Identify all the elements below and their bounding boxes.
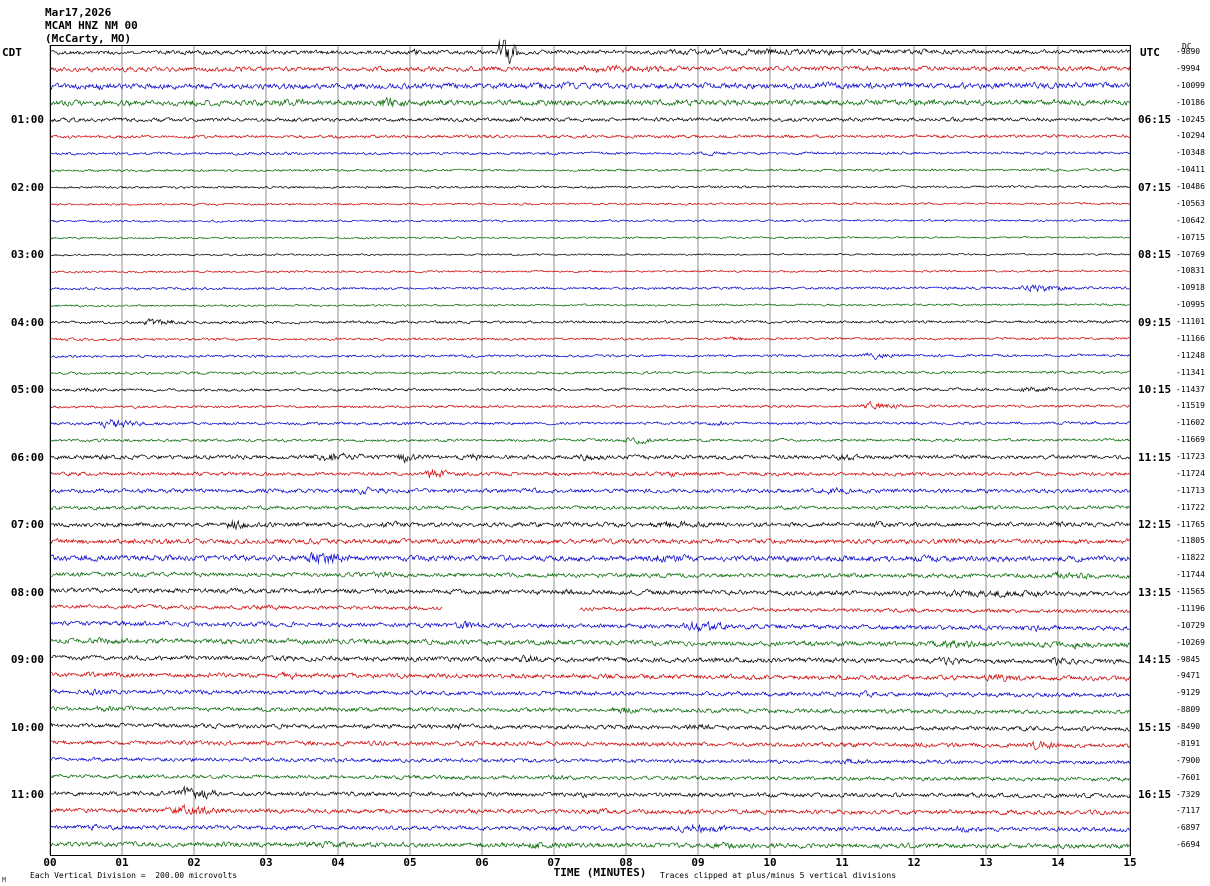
dc-offset-value: -10563 bbox=[1176, 198, 1205, 208]
dc-offset-value: -8809 bbox=[1176, 705, 1201, 715]
dc-offset-value: -11744 bbox=[1176, 570, 1205, 580]
x-tick-label: 06 bbox=[475, 856, 489, 869]
x-tick-label: 02 bbox=[187, 856, 201, 869]
dc-offset-value: -8490 bbox=[1176, 722, 1201, 732]
cdt-hour-label: 01:00 bbox=[10, 113, 44, 127]
cdt-hour-label: 11:00 bbox=[10, 788, 44, 802]
dc-offset-value: -10642 bbox=[1176, 215, 1205, 225]
x-tick-label: 07 bbox=[547, 856, 561, 869]
vertical-scale-note: Each Vertical Division = 200.00 microvol… bbox=[30, 871, 238, 880]
dc-offset-value: -7117 bbox=[1176, 806, 1201, 816]
x-tick-label: 13 bbox=[979, 856, 993, 869]
utc-hour-label: 13:15 bbox=[1138, 585, 1172, 599]
dc-offset-value: -10715 bbox=[1176, 232, 1205, 242]
corner-mark: M bbox=[2, 876, 7, 884]
utc-hour-label: 15:15 bbox=[1138, 720, 1172, 734]
dc-offset-value: -6694 bbox=[1176, 840, 1201, 850]
x-tick-label: 10 bbox=[763, 856, 777, 869]
dc-offset-value: -10245 bbox=[1176, 114, 1205, 124]
dc-offset-value: -11248 bbox=[1176, 350, 1205, 360]
utc-hour-label: 07:15 bbox=[1138, 180, 1172, 194]
dc-offset-value: -6897 bbox=[1176, 823, 1201, 833]
x-tick-label: 08 bbox=[619, 856, 633, 869]
dc-offset-value: -9994 bbox=[1176, 63, 1201, 73]
title-station: MCAM HNZ NM 00 bbox=[45, 19, 138, 32]
cdt-hour-label: 05:00 bbox=[10, 383, 44, 397]
dc-offset-value: -10769 bbox=[1176, 249, 1205, 259]
dc-offset-value: -11437 bbox=[1176, 384, 1205, 394]
x-tick-label: 11 bbox=[835, 856, 849, 869]
dc-offset-value: -10486 bbox=[1176, 182, 1205, 192]
dc-offset-value: -11669 bbox=[1176, 435, 1205, 445]
utc-hour-label: 08:15 bbox=[1138, 248, 1172, 262]
x-tick-label: 14 bbox=[1051, 856, 1065, 869]
dc-offset-value: -11341 bbox=[1176, 367, 1205, 377]
dc-offset-value: -11196 bbox=[1176, 603, 1205, 613]
utc-hour-label: 06:15 bbox=[1138, 113, 1172, 127]
cdt-hour-label: 10:00 bbox=[10, 720, 44, 734]
dc-offset-value: -10269 bbox=[1176, 637, 1205, 647]
title-location: (McCarty, MO) bbox=[45, 32, 132, 45]
cdt-hour-label: 03:00 bbox=[10, 248, 44, 262]
dc-offset-value: -10831 bbox=[1176, 266, 1205, 276]
cdt-hour-label: 08:00 bbox=[10, 585, 44, 599]
cdt-hour-label: 06:00 bbox=[10, 450, 44, 464]
dc-offset-value: -9129 bbox=[1176, 688, 1201, 698]
dc-offset-value: -8191 bbox=[1176, 738, 1201, 748]
dc-column-header: DC bbox=[1182, 42, 1192, 51]
clipping-note: Traces clipped at plus/minus 5 vertical … bbox=[660, 871, 897, 880]
utc-hour-label: 10:15 bbox=[1138, 383, 1172, 397]
utc-hour-label: 11:15 bbox=[1138, 450, 1172, 464]
x-tick-label: 01 bbox=[115, 856, 129, 869]
dc-offset-value: -11101 bbox=[1176, 317, 1205, 327]
cdt-hour-label: 07:00 bbox=[10, 518, 44, 532]
dc-offset-value: -10348 bbox=[1176, 148, 1205, 158]
dc-offset-value: -9471 bbox=[1176, 671, 1201, 681]
dc-offset-value: -11723 bbox=[1176, 452, 1205, 462]
dc-offset-value: -11724 bbox=[1176, 468, 1205, 478]
dc-offset-value: -10995 bbox=[1176, 300, 1205, 310]
dc-offset-value: -11722 bbox=[1176, 502, 1205, 512]
dc-offset-value: -11805 bbox=[1176, 536, 1205, 546]
cdt-hour-label: 02:00 bbox=[10, 180, 44, 194]
dc-offset-value: -9890 bbox=[1176, 47, 1201, 57]
x-tick-label: 03 bbox=[259, 856, 273, 869]
dc-offset-value: -11565 bbox=[1176, 587, 1205, 597]
dc-offset-value: -10186 bbox=[1176, 97, 1205, 107]
dc-offset-value: -10411 bbox=[1176, 165, 1205, 175]
dc-offset-value: -7329 bbox=[1176, 789, 1201, 799]
x-tick-label: 09 bbox=[691, 856, 705, 869]
x-tick-label: 15 bbox=[1123, 856, 1137, 869]
dc-offset-value: -9845 bbox=[1176, 654, 1201, 664]
dc-offset-value: -11602 bbox=[1176, 418, 1205, 428]
x-tick-label: 04 bbox=[331, 856, 345, 869]
dc-offset-value: -10099 bbox=[1176, 80, 1205, 90]
cdt-hour-label: 04:00 bbox=[10, 315, 44, 329]
right-timezone-header: UTC bbox=[1140, 46, 1160, 59]
x-tick-label: 05 bbox=[403, 856, 417, 869]
utc-hour-label: 16:15 bbox=[1138, 788, 1172, 802]
dc-offset-value: -10729 bbox=[1176, 620, 1205, 630]
x-axis-title: TIME (MINUTES) bbox=[553, 866, 647, 879]
x-tick-label: 12 bbox=[907, 856, 921, 869]
x-tick-label: 00 bbox=[43, 856, 57, 869]
dc-offset-value: -11765 bbox=[1176, 519, 1205, 529]
dc-offset-value: -10294 bbox=[1176, 131, 1205, 141]
dc-offset-value: -11822 bbox=[1176, 553, 1205, 563]
dc-offset-value: -11713 bbox=[1176, 485, 1205, 495]
utc-hour-label: 12:15 bbox=[1138, 518, 1172, 532]
cdt-hour-label: 09:00 bbox=[10, 653, 44, 667]
dc-offset-value: -11166 bbox=[1176, 333, 1205, 343]
left-timezone-header: CDT bbox=[2, 46, 22, 59]
dc-offset-value: -10918 bbox=[1176, 283, 1205, 293]
utc-hour-label: 14:15 bbox=[1138, 653, 1172, 667]
dc-offset-value: -7900 bbox=[1176, 755, 1201, 765]
title-date: Mar17,2026 bbox=[45, 6, 112, 19]
dc-offset-value: -7601 bbox=[1176, 772, 1201, 782]
dc-offset-value: -11519 bbox=[1176, 401, 1205, 411]
utc-hour-label: 09:15 bbox=[1138, 315, 1172, 329]
